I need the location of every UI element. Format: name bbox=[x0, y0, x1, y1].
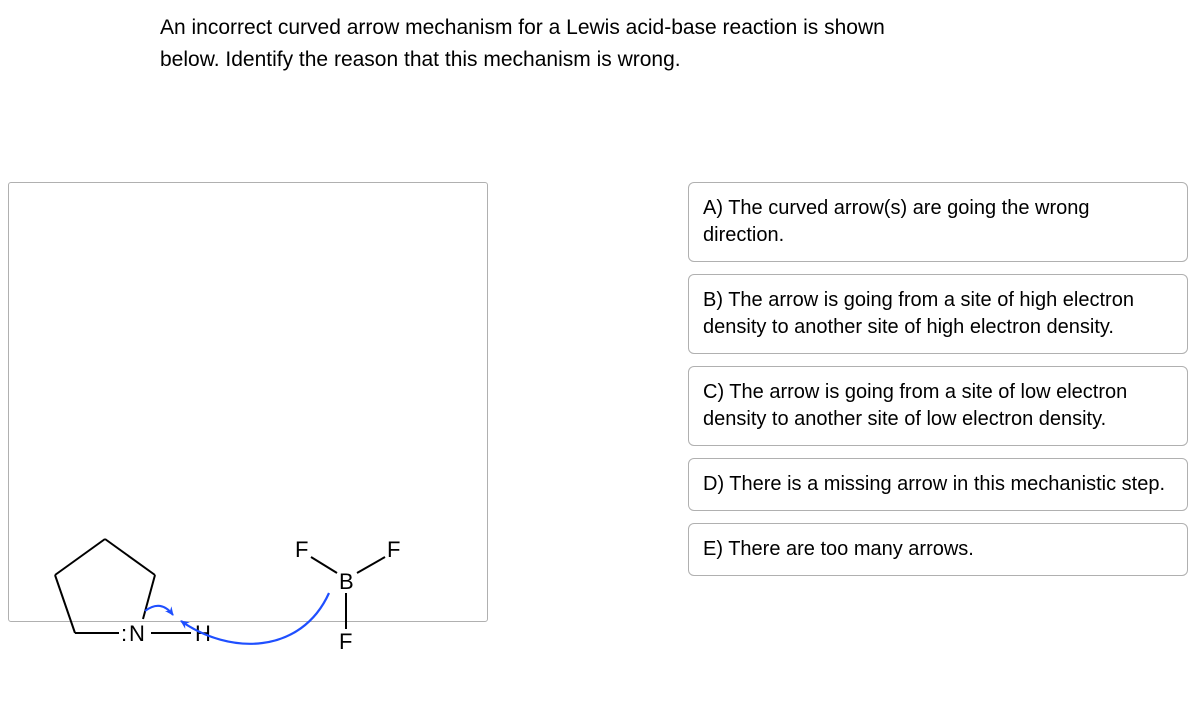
boron-label: B bbox=[339, 569, 354, 594]
answer-list: A) The curved arrow(s) are going the wro… bbox=[688, 182, 1188, 576]
nitrogen-atom-label: N bbox=[129, 621, 145, 646]
answer-option-b[interactable]: B) The arrow is going from a site of hig… bbox=[688, 274, 1188, 354]
pyrrolidine-ring bbox=[55, 539, 155, 633]
mechanism-diagram-panel: : N H F F B F bbox=[8, 182, 488, 622]
answer-option-d[interactable]: D) There is a missing arrow in this mech… bbox=[688, 458, 1188, 511]
answer-option-c[interactable]: C) The arrow is going from a site of low… bbox=[688, 366, 1188, 446]
answer-option-e[interactable]: E) There are too many arrows. bbox=[688, 523, 1188, 576]
fluorine-label-1: F bbox=[295, 537, 308, 562]
lone-pair-colon: : bbox=[121, 621, 127, 646]
question-text: An incorrect curved arrow mechanism for … bbox=[160, 12, 940, 75]
fluorine-label-3: F bbox=[339, 629, 352, 654]
answer-option-a[interactable]: A) The curved arrow(s) are going the wro… bbox=[688, 182, 1188, 262]
small-curved-arrow bbox=[145, 606, 173, 615]
bf3-molecule: F F B F bbox=[295, 537, 400, 654]
mechanism-svg: : N H F F B F bbox=[27, 503, 457, 703]
fluorine-label-2: F bbox=[387, 537, 400, 562]
